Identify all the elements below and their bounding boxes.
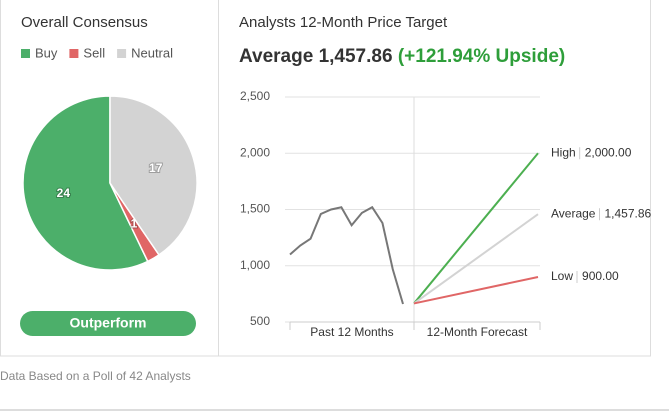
panel-border [0, 0, 651, 357]
forecast-line [413, 213, 539, 305]
legend-swatch [69, 49, 79, 58]
y-tick-label: 500 [250, 314, 270, 328]
x-tick-label: 12-Month Forecast [427, 325, 528, 339]
target-label: 1,457.86 [604, 206, 651, 220]
y-tick-label: 1,000 [240, 258, 270, 272]
line-title: Analysts 12-Month Price Target [239, 14, 448, 31]
target-name: Low [551, 269, 573, 283]
rating-label: Outperform [70, 315, 147, 331]
target-name: High [551, 145, 576, 159]
history-line [289, 205, 404, 305]
y-tick-label: 2,500 [240, 89, 270, 103]
pie-slice [22, 95, 149, 271]
forecast-line [413, 152, 539, 305]
legend-label: Neutral [131, 45, 173, 60]
slice-label: 1 [131, 217, 138, 231]
pie-title: Overall Consensus [21, 14, 148, 31]
x-tick-label: Past 12 Months [310, 325, 393, 339]
legend-label: Buy [35, 45, 58, 60]
y-tick-label: 1,500 [240, 202, 270, 216]
pie-slice [109, 95, 198, 256]
legend-swatch [21, 49, 30, 58]
slice-label: 17 [149, 161, 163, 175]
target-label: 2,000.00 [585, 145, 632, 159]
y-tick-label: 2,000 [240, 145, 270, 159]
target-label: 900.00 [582, 269, 619, 283]
headline-value: 1,457.86 [319, 46, 393, 67]
forecast-line [413, 276, 539, 305]
headline-label: Average [239, 46, 313, 67]
target-name: Average [551, 206, 596, 220]
headline: Average 1,457.86 (+121.94% Upside) [239, 46, 565, 67]
legend-label: Sell [83, 45, 105, 60]
footer: Data Based on a Poll of 42 Analysts [0, 369, 191, 383]
legend-swatch [117, 49, 127, 58]
headline-upside: (+121.94% Upside) [398, 46, 565, 67]
rating-button[interactable] [20, 311, 196, 336]
slice-label: 24 [57, 186, 71, 200]
